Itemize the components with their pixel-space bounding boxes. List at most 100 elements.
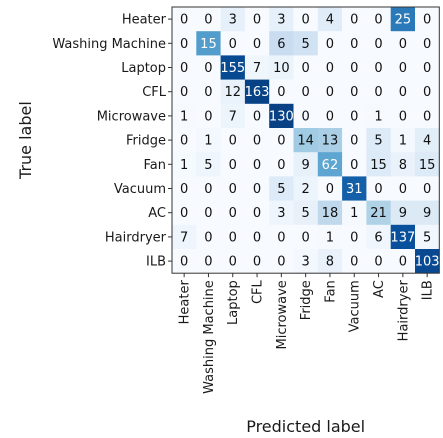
cell-value-label: 0	[423, 13, 431, 28]
x-tick-label: Laptop	[226, 280, 241, 325]
cell-value-label: 0	[374, 37, 382, 52]
matrix-cell	[172, 224, 197, 250]
cell-value-label: 0	[350, 255, 358, 270]
matrix-cell	[366, 152, 391, 177]
cell-value-label: 4	[326, 13, 334, 28]
cell-value-label: 0	[204, 182, 212, 197]
matrix-cell	[317, 31, 343, 56]
matrix-cell	[317, 55, 343, 80]
matrix-cell	[415, 176, 440, 201]
matrix-cell	[317, 152, 343, 177]
cell-value-label: 0	[326, 85, 334, 100]
cell-value-label: 0	[253, 158, 261, 173]
matrix-cell	[366, 103, 391, 129]
cell-value-label: 0	[399, 109, 407, 124]
cell-value-label: 0	[350, 85, 358, 100]
cell-value-label: 0	[302, 230, 310, 245]
cell-value-label: 8	[399, 158, 407, 173]
matrix-cell	[390, 79, 416, 105]
matrix-cell	[244, 55, 270, 80]
matrix-cell	[415, 7, 440, 32]
matrix-cell	[196, 7, 221, 32]
matrix-cell	[172, 31, 197, 56]
matrix-cell	[269, 7, 294, 32]
cell-value-label: 0	[423, 37, 431, 52]
matrix-cell	[415, 103, 440, 129]
cell-value-label: 25	[395, 13, 412, 28]
cell-value-label: 0	[180, 255, 188, 270]
y-tick-label: Heater	[122, 13, 167, 28]
y-tick-label: Hairdryer	[105, 230, 167, 245]
cell-value-label: 0	[277, 85, 285, 100]
matrix-cell	[244, 249, 270, 274]
cell-value-label: 0	[253, 230, 261, 245]
cell-value-label: 15	[419, 158, 436, 173]
matrix-cell	[366, 79, 391, 105]
matrix-cell	[293, 31, 319, 56]
matrix-cell	[342, 176, 367, 201]
cell-value-label: 0	[180, 134, 188, 149]
cell-value-label: 0	[374, 182, 382, 197]
matrix-cell	[415, 249, 440, 274]
matrix-cell	[293, 79, 319, 105]
matrix-cell	[220, 128, 246, 153]
matrix-cell	[196, 249, 221, 274]
cell-value-label: 0	[180, 85, 188, 100]
cell-value-label: 0	[253, 37, 261, 52]
matrix-cell	[293, 7, 319, 32]
cell-value-label: 0	[326, 182, 334, 197]
matrix-cell	[196, 152, 221, 177]
matrix-cell	[366, 200, 391, 226]
cell-value-label: 0	[253, 255, 261, 270]
cell-value-label: 0	[302, 13, 310, 28]
matrix-cell	[269, 200, 294, 226]
matrix-cell	[317, 200, 343, 226]
matrix-cell	[244, 7, 270, 32]
cell-value-label: 0	[180, 61, 188, 76]
matrix-cell	[415, 152, 440, 177]
y-axis-label: True label	[16, 101, 35, 180]
matrix-cell	[293, 176, 319, 201]
matrix-cell	[293, 55, 319, 80]
cell-value-label: 0	[423, 85, 431, 100]
cell-value-label: 18	[322, 206, 339, 221]
cell-value-label: 0	[350, 13, 358, 28]
cell-value-label: 6	[277, 37, 285, 52]
x-tick-label: ILB	[421, 280, 436, 300]
cell-value-label: 1	[350, 206, 358, 221]
matrix-cell	[342, 224, 367, 250]
cell-value-label: 0	[180, 182, 188, 197]
matrix-cell	[196, 128, 221, 153]
cell-value-label: 0	[350, 134, 358, 149]
matrix-cell	[342, 103, 367, 129]
cell-value-label: 1	[374, 109, 382, 124]
matrix-cell	[172, 200, 197, 226]
matrix-cell	[415, 224, 440, 250]
matrix-cell	[415, 128, 440, 153]
matrix-cell	[220, 55, 246, 80]
cell-value-label: 0	[399, 85, 407, 100]
matrix-cell	[244, 176, 270, 201]
matrix-cell	[293, 224, 319, 250]
matrix-cell	[269, 79, 294, 105]
cell-value-label: 0	[374, 61, 382, 76]
cell-value-label: 13	[322, 134, 339, 149]
cell-value-label: 155	[220, 61, 245, 76]
cell-value-label: 0	[229, 182, 237, 197]
matrix-cell	[196, 224, 221, 250]
matrix-cell	[342, 7, 367, 32]
cell-value-label: 5	[374, 134, 382, 149]
matrix-cell	[244, 31, 270, 56]
cell-value-label: 0	[350, 61, 358, 76]
matrix-cell	[172, 7, 197, 32]
cell-value-label: 1	[204, 134, 212, 149]
cell-value-label: 0	[350, 109, 358, 124]
cell-value-label: 7	[229, 109, 237, 124]
y-tick-labels: Heater Washing Machine Laptop CFL Microwave F…	[52, 13, 172, 270]
cell-value-label: 0	[423, 61, 431, 76]
matrix-cell	[342, 128, 367, 153]
matrix-cell	[293, 103, 319, 129]
cell-value-label: 0	[374, 13, 382, 28]
matrix-cell	[342, 200, 367, 226]
